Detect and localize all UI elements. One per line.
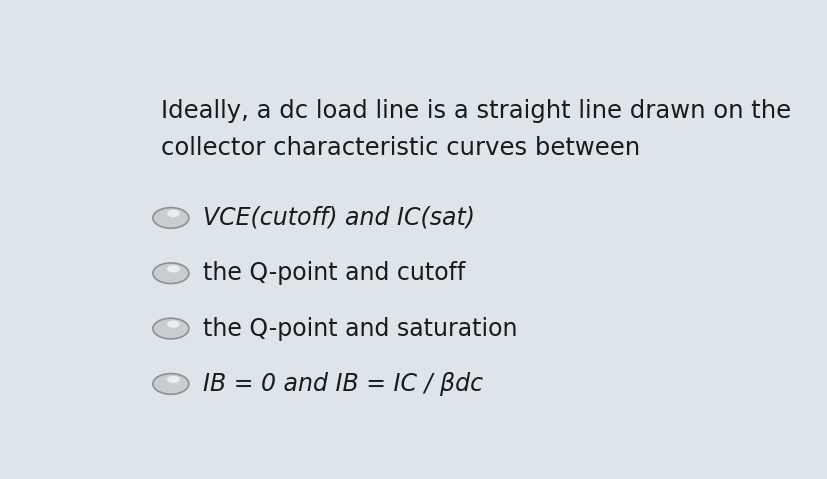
Text: VCE(cutoff) and IC(sat): VCE(cutoff) and IC(sat) (203, 206, 475, 230)
Circle shape (153, 263, 189, 284)
Circle shape (167, 320, 179, 328)
Text: IB = 0 and IB = IC / βdc: IB = 0 and IB = IC / βdc (203, 372, 482, 396)
Circle shape (167, 210, 179, 217)
Text: the Q-point and saturation: the Q-point and saturation (203, 317, 517, 341)
Circle shape (153, 207, 189, 228)
Circle shape (167, 376, 179, 383)
Circle shape (153, 318, 189, 339)
Text: Ideally, a dc load line is a straight line drawn on the: Ideally, a dc load line is a straight li… (161, 99, 791, 123)
Circle shape (167, 265, 179, 273)
Text: the Q-point and cutoff: the Q-point and cutoff (203, 261, 465, 285)
Text: collector characteristic curves between: collector characteristic curves between (161, 136, 639, 160)
Circle shape (153, 374, 189, 394)
